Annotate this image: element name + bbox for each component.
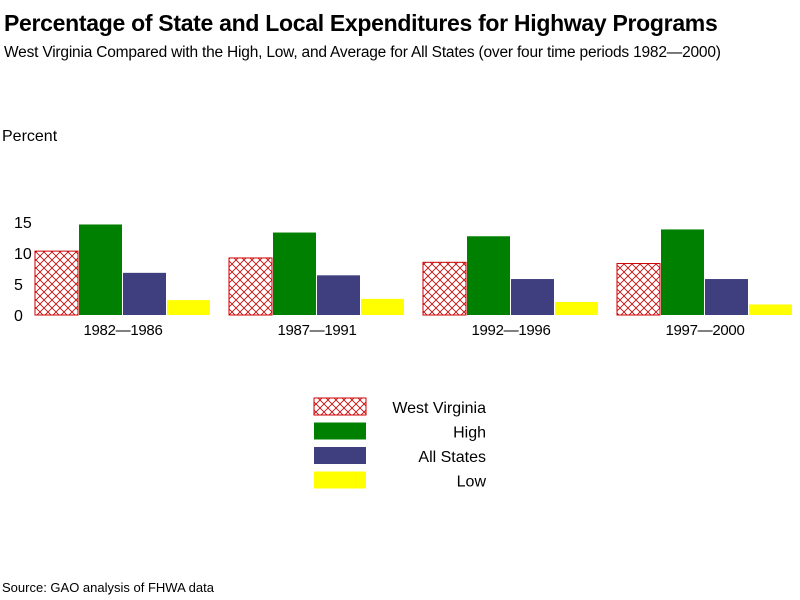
y-axis-label: Percent — [2, 128, 58, 145]
bar-all-states-3 — [705, 279, 748, 315]
chart-subtitle: West Virginia Compared with the High, Lo… — [4, 44, 721, 61]
bar-high-3 — [661, 229, 704, 315]
y-tick-label: 5 — [14, 277, 23, 294]
chart-title: Percentage of State and Local Expenditur… — [4, 10, 718, 36]
y-tick-label: 0 — [14, 308, 23, 325]
bar-high-2 — [467, 236, 510, 315]
legend-label-high: High — [453, 425, 486, 442]
bar-all-states-1 — [317, 275, 360, 315]
bar-low-3 — [749, 304, 792, 315]
legend-swatch-high — [314, 422, 366, 440]
legend-swatch-all-states — [314, 447, 366, 464]
x-tick-labels: 1982—1986 1987—1991 1992—1996 1997—2000 — [83, 322, 744, 339]
y-tick-label: 10 — [14, 246, 32, 263]
y-tick-label: 15 — [14, 215, 32, 232]
bar-all-states-2 — [511, 279, 554, 315]
bar-west-virginia-2 — [422, 261, 467, 316]
bar-west-virginia-1 — [228, 257, 273, 316]
bars-group — [34, 224, 792, 316]
bar-high-0 — [79, 224, 122, 315]
x-tick-label: 1982—1986 — [83, 322, 162, 339]
bar-west-virginia-3 — [616, 263, 661, 316]
legend-swatch-low — [314, 471, 366, 489]
y-tick-labels: 0 5 10 15 — [14, 215, 32, 325]
bar-all-states-0 — [123, 272, 166, 315]
legend-label-low: Low — [457, 474, 487, 491]
legend: West Virginia High All States Low — [313, 397, 487, 491]
bar-low-1 — [361, 298, 404, 315]
bar-low-0 — [167, 300, 210, 315]
bar-west-virginia-0 — [34, 250, 79, 316]
legend-label-west-virginia: West Virginia — [392, 400, 486, 417]
x-tick-label: 1987—1991 — [277, 322, 356, 339]
source-note: Source: GAO analysis of FHWA data — [2, 580, 214, 595]
bar-high-1 — [273, 232, 316, 315]
legend-swatch-west-virginia — [313, 397, 367, 416]
x-tick-label: 1997—2000 — [665, 322, 744, 339]
x-tick-label: 1992—1996 — [471, 322, 550, 339]
legend-label-all-states: All States — [418, 449, 486, 466]
bar-low-2 — [555, 301, 598, 315]
